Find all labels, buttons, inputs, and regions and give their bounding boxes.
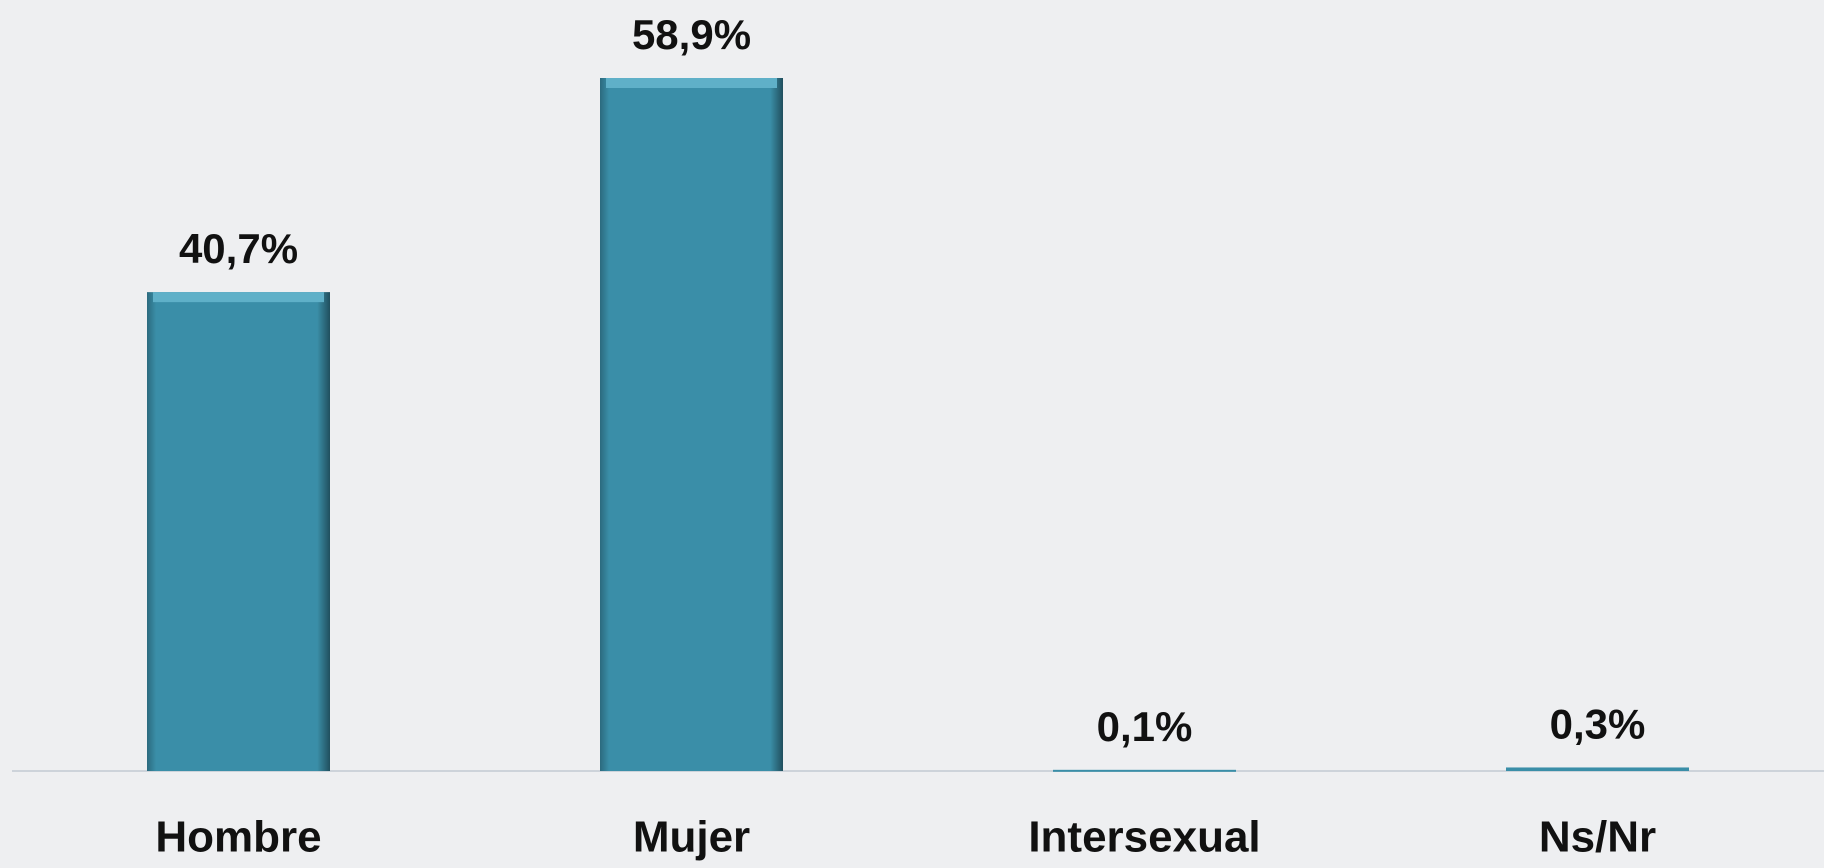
bar [1053,769,1236,772]
value-label: 58,9% [632,11,751,58]
bar [1506,767,1689,771]
x-tick-label: Hombre [155,813,321,862]
value-label: 0,1% [1097,703,1193,750]
value-label: 0,3% [1550,701,1646,748]
bar-shade [147,292,330,771]
x-tick-label: Ns/Nr [1539,813,1656,862]
x-tick-label: Mujer [633,813,750,862]
value-label: 40,7% [179,225,298,272]
bar-top [153,292,324,303]
x-tick-label: Intersexual [1028,813,1260,862]
bar-top [606,78,777,88]
bar-shade [600,78,783,771]
